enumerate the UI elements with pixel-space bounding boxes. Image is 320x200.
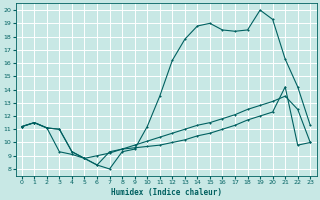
X-axis label: Humidex (Indice chaleur): Humidex (Indice chaleur) — [110, 188, 221, 197]
